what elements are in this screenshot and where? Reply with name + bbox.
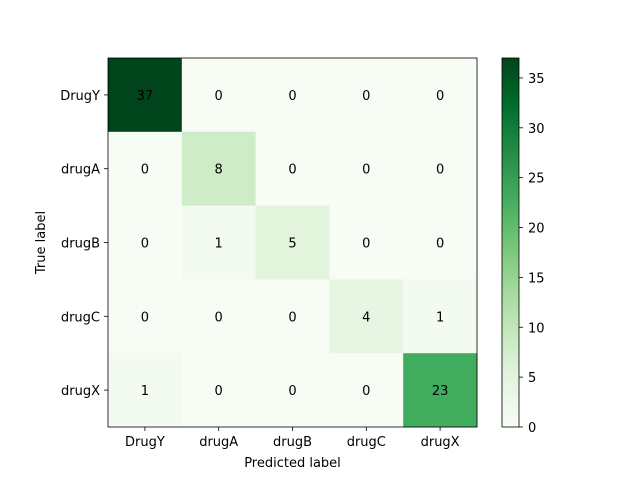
cell-value-label: 0 xyxy=(215,310,223,325)
cell-value-label: 0 xyxy=(362,384,370,399)
cell-value-label: 0 xyxy=(288,89,296,104)
x-tick-label: drugX xyxy=(421,435,460,450)
cell-value-label: 0 xyxy=(362,89,370,104)
colorbar-tick-label: 15 xyxy=(528,271,545,286)
heatmap-cell xyxy=(108,58,183,133)
colorbar xyxy=(501,57,520,428)
heatmap-cell xyxy=(181,58,257,133)
heatmap-cell xyxy=(255,205,330,280)
y-tick-label: drugA xyxy=(61,163,100,178)
y-tick-label: drugC xyxy=(61,310,100,325)
cell-value-label: 1 xyxy=(436,310,444,325)
x-tick-label: drugC xyxy=(347,435,386,450)
heatmap-cell xyxy=(403,279,478,354)
colorbar-ticks: 0 5 10 15 20 25 30 35 xyxy=(519,72,545,436)
cell-value-label: 23 xyxy=(432,384,449,399)
heatmap-cell xyxy=(255,131,330,207)
y-tick-label: drugX xyxy=(61,384,100,399)
heatmap-cell xyxy=(403,58,478,133)
colorbar-tick-label: 5 xyxy=(528,371,536,386)
heatmap-cell xyxy=(255,353,330,428)
colorbar-tick-label: 25 xyxy=(528,172,545,187)
colorbar-tick-label: 35 xyxy=(528,72,545,87)
cell-value-label: 0 xyxy=(436,163,444,178)
x-axis: DrugY drugA drugB drugC drugX xyxy=(125,427,460,450)
y-tick-label: drugB xyxy=(61,237,100,252)
cell-value-label: 0 xyxy=(288,163,296,178)
colorbar-tick-label: 20 xyxy=(528,222,545,237)
cell-value-label: 0 xyxy=(362,237,370,252)
heatmap-cell xyxy=(181,353,257,428)
heatmap-cell xyxy=(255,58,330,133)
cell-value-labels: 37 0 0 0 0 0 8 0 0 0 0 1 5 0 0 0 0 0 4 1 1 0 0 0 23 xyxy=(137,89,449,399)
cell-value-label: 0 xyxy=(436,89,444,104)
heatmap-cell xyxy=(108,131,183,207)
heatmap-cell xyxy=(181,279,257,354)
cell-value-label: 8 xyxy=(215,163,223,178)
heatmap-cell xyxy=(329,58,404,133)
heatmap-cell xyxy=(181,131,257,207)
cell-value-label: 0 xyxy=(362,163,370,178)
cell-value-label: 0 xyxy=(141,237,149,252)
cell-value-label: 0 xyxy=(288,310,296,325)
colorbar-tick-label: 0 xyxy=(528,421,536,436)
colorbar-tick-label: 30 xyxy=(528,122,545,137)
heatmap-cell xyxy=(403,131,478,207)
cell-value-label: 0 xyxy=(141,310,149,325)
heatmap-cell xyxy=(108,279,183,354)
heatmap-cell xyxy=(329,131,404,207)
x-tick-label: drugB xyxy=(273,435,312,450)
heatmap-cell xyxy=(108,205,183,280)
colorbar-tick-label: 10 xyxy=(528,321,545,336)
cell-value-label: 0 xyxy=(288,384,296,399)
x-axis-label: Predicted label xyxy=(244,456,341,471)
heatmap-cells xyxy=(108,58,478,428)
heatmap-cell xyxy=(329,205,404,280)
cell-value-label: 1 xyxy=(141,384,149,399)
heatmap-cell xyxy=(255,279,330,354)
cell-value-label: 0 xyxy=(215,384,223,399)
y-tick-label: DrugY xyxy=(60,89,100,104)
x-tick-label: DrugY xyxy=(125,435,165,450)
y-axis: DrugY drugA drugB drugC drugX xyxy=(60,89,108,399)
cell-value-label: 37 xyxy=(137,89,154,104)
heatmap-cell xyxy=(329,279,404,354)
cell-value-label: 5 xyxy=(288,237,296,252)
cell-value-label: 1 xyxy=(215,237,223,252)
heatmap-cell xyxy=(108,353,183,428)
heatmap-cell xyxy=(181,205,257,280)
cell-value-label: 0 xyxy=(215,89,223,104)
heatmap-cell xyxy=(329,353,404,428)
heatmap-cell xyxy=(403,353,478,428)
x-tick-label: drugA xyxy=(199,435,238,450)
cell-value-label: 0 xyxy=(436,237,444,252)
cell-value-label: 0 xyxy=(141,163,149,178)
cell-value-label: 4 xyxy=(362,310,370,325)
heatmap-cell xyxy=(403,205,478,280)
y-axis-label: True label xyxy=(34,211,49,275)
